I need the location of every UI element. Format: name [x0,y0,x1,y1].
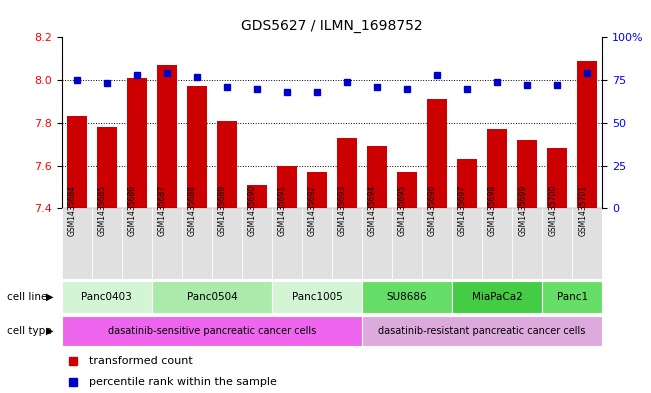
Bar [427,99,447,208]
Text: percentile rank within the sample: percentile rank within the sample [89,377,277,387]
Text: GSM1435699: GSM1435699 [518,185,527,236]
Bar [337,138,357,208]
Text: GSM1435696: GSM1435696 [428,185,437,236]
Bar [518,140,537,208]
Bar [97,127,117,208]
Text: Panc0504: Panc0504 [187,292,238,302]
Text: GSM1435694: GSM1435694 [368,185,377,236]
Bar [62,316,362,346]
Bar [362,208,392,279]
Text: ▶: ▶ [46,292,53,302]
Text: Panc1: Panc1 [557,292,588,302]
Bar [92,208,122,279]
Bar [542,281,602,313]
Bar [452,208,482,279]
Bar [152,281,272,313]
Text: transformed count: transformed count [89,356,193,366]
Bar [247,185,267,208]
Bar [452,281,542,313]
Bar [512,208,542,279]
Text: dasatinib-sensitive pancreatic cancer cells: dasatinib-sensitive pancreatic cancer ce… [108,326,316,336]
Text: GSM1435691: GSM1435691 [278,185,287,236]
Text: GSM1435692: GSM1435692 [308,185,317,236]
Text: GSM1435686: GSM1435686 [128,185,137,236]
Text: GSM1435689: GSM1435689 [218,185,227,236]
Bar [67,116,87,208]
Bar [62,208,92,279]
Bar [152,208,182,279]
Text: GSM1435693: GSM1435693 [338,185,347,236]
Text: GSM1435697: GSM1435697 [458,185,467,236]
Bar [362,316,602,346]
Bar [332,208,362,279]
Bar [572,208,602,279]
Bar [277,165,297,208]
Bar [127,78,146,208]
Bar [547,149,567,208]
Bar [542,208,572,279]
Text: GDS5627 / ILMN_1698752: GDS5627 / ILMN_1698752 [242,19,422,33]
Text: cell type: cell type [7,326,51,336]
Text: SU8686: SU8686 [387,292,427,302]
Text: GSM1435700: GSM1435700 [548,185,557,236]
Text: GSM1435690: GSM1435690 [248,185,257,236]
Text: GSM1435684: GSM1435684 [68,185,77,236]
Bar [307,172,327,208]
Bar [367,146,387,208]
Bar [392,208,422,279]
Text: Panc1005: Panc1005 [292,292,342,302]
Text: GSM1435685: GSM1435685 [98,185,107,236]
Text: GSM1435701: GSM1435701 [578,185,587,236]
Text: MiaPaCa2: MiaPaCa2 [472,292,523,302]
Bar [302,208,332,279]
Bar [482,208,512,279]
Text: GSM1435695: GSM1435695 [398,185,407,236]
Bar [397,172,417,208]
Text: GSM1435688: GSM1435688 [188,185,197,236]
Bar [62,281,152,313]
Bar [217,121,237,208]
Bar [458,159,477,208]
Bar [182,208,212,279]
Bar [122,208,152,279]
Bar [362,281,452,313]
Text: cell line: cell line [7,292,47,302]
Bar [157,65,176,208]
Text: ▶: ▶ [46,326,53,336]
Bar [272,208,302,279]
Bar [187,86,206,208]
Bar [422,208,452,279]
Text: GSM1435687: GSM1435687 [158,185,167,236]
Bar [488,129,507,208]
Text: Panc0403: Panc0403 [81,292,132,302]
Bar [212,208,242,279]
Text: dasatinib-resistant pancreatic cancer cells: dasatinib-resistant pancreatic cancer ce… [378,326,586,336]
Bar [577,61,597,208]
Bar [272,281,362,313]
Text: GSM1435698: GSM1435698 [488,185,497,236]
Bar [242,208,272,279]
